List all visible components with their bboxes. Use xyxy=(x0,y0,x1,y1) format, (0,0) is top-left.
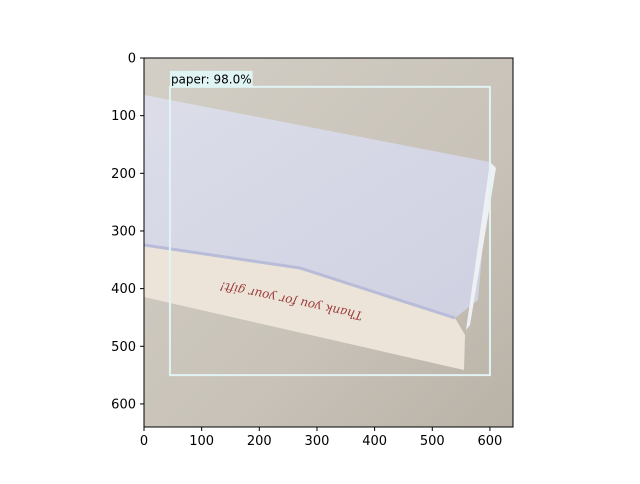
x-tick-label: 0 xyxy=(140,434,148,449)
x-tick-label: 300 xyxy=(305,434,330,449)
x-tick-label: 400 xyxy=(362,434,387,449)
photo: Thank you for your gift! xyxy=(144,58,513,427)
envelope-flap xyxy=(144,245,465,370)
x-tick-label: 100 xyxy=(189,434,214,449)
fold-shadow xyxy=(144,243,456,320)
y-tick-label: 200 xyxy=(111,167,136,182)
paper-edge xyxy=(466,162,496,330)
x-tick-label: 600 xyxy=(478,434,503,449)
axes-frame xyxy=(143,57,514,428)
detection-label: paper: 98.0% xyxy=(171,72,252,86)
detection-label-bg xyxy=(169,70,253,87)
detection-box xyxy=(168,85,491,377)
y-tick-label: 500 xyxy=(111,340,136,355)
y-tick-label: 0 xyxy=(128,52,136,67)
paper-sheet xyxy=(144,95,490,318)
y-tick-label: 400 xyxy=(111,282,136,297)
x-tick-label: 500 xyxy=(420,434,445,449)
y-tick-label: 300 xyxy=(111,224,136,239)
y-tick-label: 600 xyxy=(111,397,136,412)
y-tick-label: 100 xyxy=(111,109,136,124)
x-tick-label: 200 xyxy=(247,434,272,449)
